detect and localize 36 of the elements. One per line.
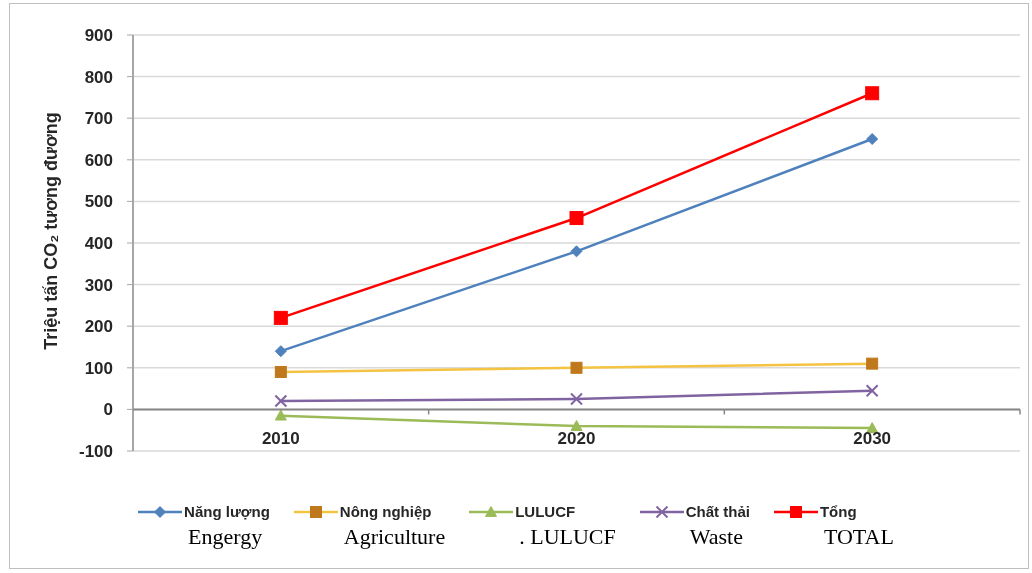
- legend-label: Năng lượng: [184, 503, 270, 520]
- y-tick-label: 700: [84, 109, 113, 129]
- point: [274, 409, 287, 421]
- y-tick-label: 300: [84, 275, 113, 295]
- point: [274, 365, 287, 378]
- legend-label: Tổng: [819, 503, 857, 520]
- point: [273, 310, 288, 325]
- point: [866, 357, 879, 370]
- text: Waste: [688, 524, 744, 550]
- point: [865, 86, 880, 101]
- point: [570, 361, 583, 374]
- x-tick-label: 2030: [853, 429, 892, 449]
- point: [570, 420, 583, 431]
- text: Engergy: [187, 524, 264, 550]
- point: [866, 133, 879, 145]
- y-tick-label: 400: [84, 234, 113, 254]
- point: [569, 211, 584, 226]
- text: . LULUCF: [518, 524, 616, 550]
- legend-label: LULUCF: [515, 503, 576, 520]
- y-tick-label: 900: [84, 26, 113, 46]
- y-axis-title: Triệu tấn CO₂ tương đương: [41, 112, 61, 350]
- text: Agriculture: [342, 524, 446, 550]
- y-tick-label: 800: [84, 67, 113, 87]
- y-tick-label: 600: [84, 150, 113, 170]
- y-tick-label: 200: [84, 317, 113, 337]
- point: [570, 245, 583, 258]
- point: [274, 345, 287, 358]
- y-tick-label: 0: [103, 400, 113, 420]
- legend-label: Nông nghiệp: [339, 503, 432, 520]
- y-tick-label: 500: [84, 192, 113, 212]
- legend-label: Chất thải: [685, 503, 750, 520]
- x-tick-label: 2010: [261, 429, 300, 449]
- text: TOTAL: [822, 524, 894, 550]
- x-tick-label: 2020: [557, 429, 596, 449]
- y-tick-label: 100: [84, 358, 113, 378]
- y-tick-label: -100: [78, 442, 113, 462]
